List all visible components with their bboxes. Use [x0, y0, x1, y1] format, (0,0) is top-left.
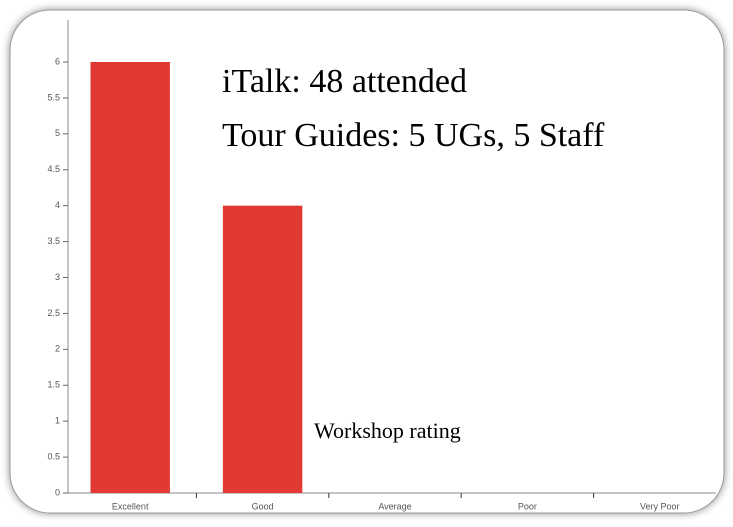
x-tick-label: Poor — [518, 501, 537, 511]
x-tick-label: Excellent — [112, 501, 149, 511]
y-tick-label: 1.5 — [47, 380, 60, 390]
y-tick-label: 0 — [55, 487, 60, 497]
annotation: Workshop rating — [314, 418, 461, 443]
bar — [90, 62, 170, 493]
x-tick-label: Very Poor — [640, 501, 680, 511]
frame — [9, 9, 725, 514]
annotation: Tour Guides: 5 UGs, 5 Staff — [222, 117, 605, 154]
y-tick-label: 6 — [55, 56, 60, 66]
y-tick-label: 4 — [55, 200, 60, 210]
y-tick-label: 3 — [55, 272, 60, 282]
y-tick-label: 0.5 — [47, 451, 60, 461]
y-tick-label: 2.5 — [47, 308, 60, 318]
y-tick-label: 3.5 — [47, 236, 60, 246]
y-tick-label: 5 — [55, 128, 60, 138]
y-tick-label: 4.5 — [47, 164, 60, 174]
bar — [222, 205, 303, 493]
y-tick-label: 1 — [55, 416, 60, 426]
annotation: iTalk: 48 attended — [222, 63, 467, 100]
x-tick-label: Good — [252, 501, 274, 511]
y-tick-label: 5.5 — [47, 92, 60, 102]
y-tick-label: 2 — [55, 344, 60, 354]
x-tick-label: Average — [378, 501, 411, 511]
